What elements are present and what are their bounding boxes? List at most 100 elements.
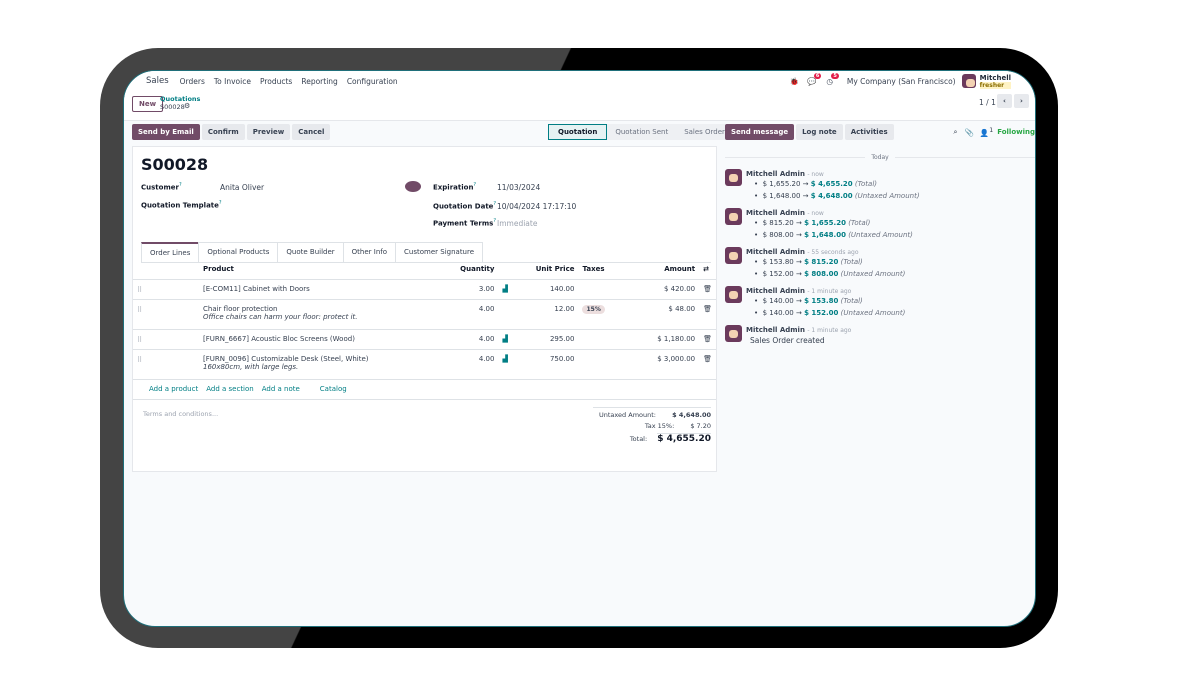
col-unit-price[interactable]: Unit Price [512, 260, 579, 280]
message-author[interactable]: Mitchell Admin [746, 248, 805, 256]
menu-configuration[interactable]: Configuration [346, 76, 398, 86]
add-product-link[interactable]: Add a product [149, 385, 199, 393]
tracking-change: • $ 1,655.20 → $ 4,655.20 (Total) [754, 180, 878, 188]
total-label: Total: [629, 434, 648, 443]
menu-reporting[interactable]: Reporting [301, 76, 338, 86]
field-name: (Untaxed Amount) [848, 231, 913, 239]
cancel-button[interactable]: Cancel [292, 124, 331, 140]
drag-handle-icon[interactable]: ⠿ [133, 279, 199, 300]
quotation-date-field[interactable]: 10/04/2024 17:17:10 [497, 202, 577, 211]
product-name[interactable]: [E-COM11] Cabinet with Doors [203, 284, 310, 293]
pager-value[interactable]: 1 / 1 [979, 98, 996, 107]
col-product[interactable]: Product [199, 260, 429, 280]
total-value: $ 4,655.20 [657, 433, 711, 444]
send-by-email-button[interactable]: Send by Email [132, 124, 200, 140]
breadcrumb-quotations[interactable]: Quotations [160, 95, 201, 103]
activity-icon[interactable]: ◷ 5 [826, 72, 839, 86]
col-amount[interactable]: Amount [638, 260, 700, 280]
message-author[interactable]: Mitchell Admin [746, 170, 805, 178]
followers-icon[interactable]: 👤1 [979, 126, 994, 138]
unit-price-cell[interactable]: 12.00 [512, 299, 579, 330]
payment-terms-field[interactable]: Immediate [497, 219, 538, 228]
status-quotation-sent[interactable]: Quotation Sent [607, 124, 677, 140]
forecast-chart-icon[interactable] [498, 299, 513, 330]
day-separator: Today [871, 154, 889, 161]
catalog-link[interactable]: Catalog [319, 385, 347, 393]
expiration-field[interactable]: 11/03/2024 [497, 183, 541, 192]
trash-icon[interactable]: 🗑 [699, 299, 716, 330]
drag-handle-icon[interactable]: ⠿ [133, 299, 199, 330]
forecast-chart-icon[interactable]: ▟ [498, 329, 513, 350]
unit-price-cell[interactable]: 750.00 [512, 349, 579, 380]
tab-quote-builder[interactable]: Quote Builder [277, 242, 344, 262]
unit-price-cell[interactable]: 140.00 [512, 279, 579, 300]
tab-other-info[interactable]: Other Info [342, 242, 397, 262]
tax-badge[interactable]: 15% [582, 304, 605, 314]
add-note-link[interactable]: Add a note [261, 385, 300, 393]
drag-handle-icon[interactable]: ⠿ [133, 329, 199, 350]
table-row[interactable]: ⠿ Chair floor protection Office chairs ca… [133, 299, 716, 330]
col-quantity[interactable]: Quantity [428, 260, 499, 280]
quantity-cell[interactable]: 4.00 [428, 299, 499, 330]
trash-icon[interactable]: 🗑 [699, 329, 716, 350]
user-avatar[interactable] [961, 74, 976, 88]
product-name[interactable]: Chair floor protection [203, 304, 278, 313]
bug-icon[interactable]: 🐞 [789, 76, 799, 86]
search-icon[interactable]: ⌕ [953, 127, 958, 136]
table-row[interactable]: ⠿ [FURN_6667] Acoustic Bloc Screens (Woo… [133, 329, 716, 350]
new-button[interactable]: New [132, 96, 164, 112]
message-author[interactable]: Mitchell Admin [746, 326, 805, 334]
add-section-link[interactable]: Add a section [206, 385, 254, 393]
product-name[interactable]: [FURN_6667] Acoustic Bloc Screens (Wood) [203, 334, 355, 343]
pager-prev-button[interactable]: ‹ [997, 94, 1012, 108]
trash-icon[interactable]: 🗑 [699, 349, 716, 380]
status-sales-order[interactable]: Sales Order [676, 124, 733, 140]
avatar[interactable] [725, 325, 742, 342]
following-button[interactable]: Following [997, 128, 1035, 136]
menu-products[interactable]: Products [259, 76, 293, 86]
terms-input[interactable]: Terms and conditions... [143, 410, 219, 418]
tab-order-lines[interactable]: Order Lines [141, 242, 200, 262]
app-name[interactable]: Sales [146, 76, 169, 86]
col-taxes[interactable]: Taxes [578, 260, 639, 280]
pager-next-button[interactable]: › [1014, 94, 1029, 108]
company-switcher[interactable]: My Company (San Francisco) [846, 76, 956, 86]
table-row[interactable]: ⠿ [E-COM11] Cabinet with Doors 3.00 ▟ 14… [133, 279, 716, 300]
log-note-button[interactable]: Log note [796, 124, 843, 140]
chat-icon[interactable]: 💬 6 [806, 72, 822, 86]
tab-optional-products[interactable]: Optional Products [198, 242, 279, 262]
gear-icon[interactable]: ⚙ [184, 102, 191, 110]
message-author[interactable]: Mitchell Admin [746, 209, 805, 217]
status-quotation[interactable]: Quotation [548, 124, 608, 140]
tab-customer-signature[interactable]: Customer Signature [395, 242, 484, 262]
forecast-chart-icon[interactable]: ▟ [498, 349, 513, 380]
old-value: $ 815.20 [762, 219, 794, 227]
avatar[interactable] [725, 169, 742, 186]
send-message-button[interactable]: Send message [725, 124, 795, 140]
quantity-cell[interactable]: 4.00 [428, 329, 499, 350]
quantity-cell[interactable]: 3.00 [428, 279, 499, 300]
old-value: $ 153.80 [762, 258, 794, 266]
confirm-button[interactable]: Confirm [201, 124, 245, 140]
avatar[interactable] [725, 247, 742, 264]
product-name[interactable]: [FURN_0096] Customizable Desk (Steel, Wh… [203, 354, 369, 363]
unit-price-cell[interactable]: 295.00 [512, 329, 579, 350]
customer-field[interactable]: Anita Oliver [220, 183, 265, 192]
menu-orders[interactable]: Orders [179, 76, 205, 86]
preview-button[interactable]: Preview [246, 124, 291, 140]
avatar[interactable] [725, 208, 742, 225]
user-name[interactable]: Mitchell [979, 73, 1011, 82]
quantity-cell[interactable]: 4.00 [428, 349, 499, 380]
activities-button[interactable]: Activities [844, 124, 894, 140]
menu-to-invoice[interactable]: To Invoice [213, 76, 251, 86]
message-author[interactable]: Mitchell Admin [746, 287, 805, 295]
column-settings-icon[interactable]: ⇄ [699, 260, 716, 280]
paperclip-icon[interactable]: 📎 [964, 127, 974, 137]
avatar[interactable] [725, 286, 742, 303]
chatter-message: Mitchell Admin - now • $ 815.20 → $ 1,655… [725, 208, 1035, 241]
forecast-chart-icon[interactable]: ▟ [498, 279, 513, 300]
old-value: $ 1,655.20 [762, 180, 801, 188]
trash-icon[interactable]: 🗑 [699, 279, 716, 300]
drag-handle-icon[interactable]: ⠿ [133, 349, 199, 380]
table-row[interactable]: ⠿ [FURN_0096] Customizable Desk (Steel, … [133, 349, 716, 380]
